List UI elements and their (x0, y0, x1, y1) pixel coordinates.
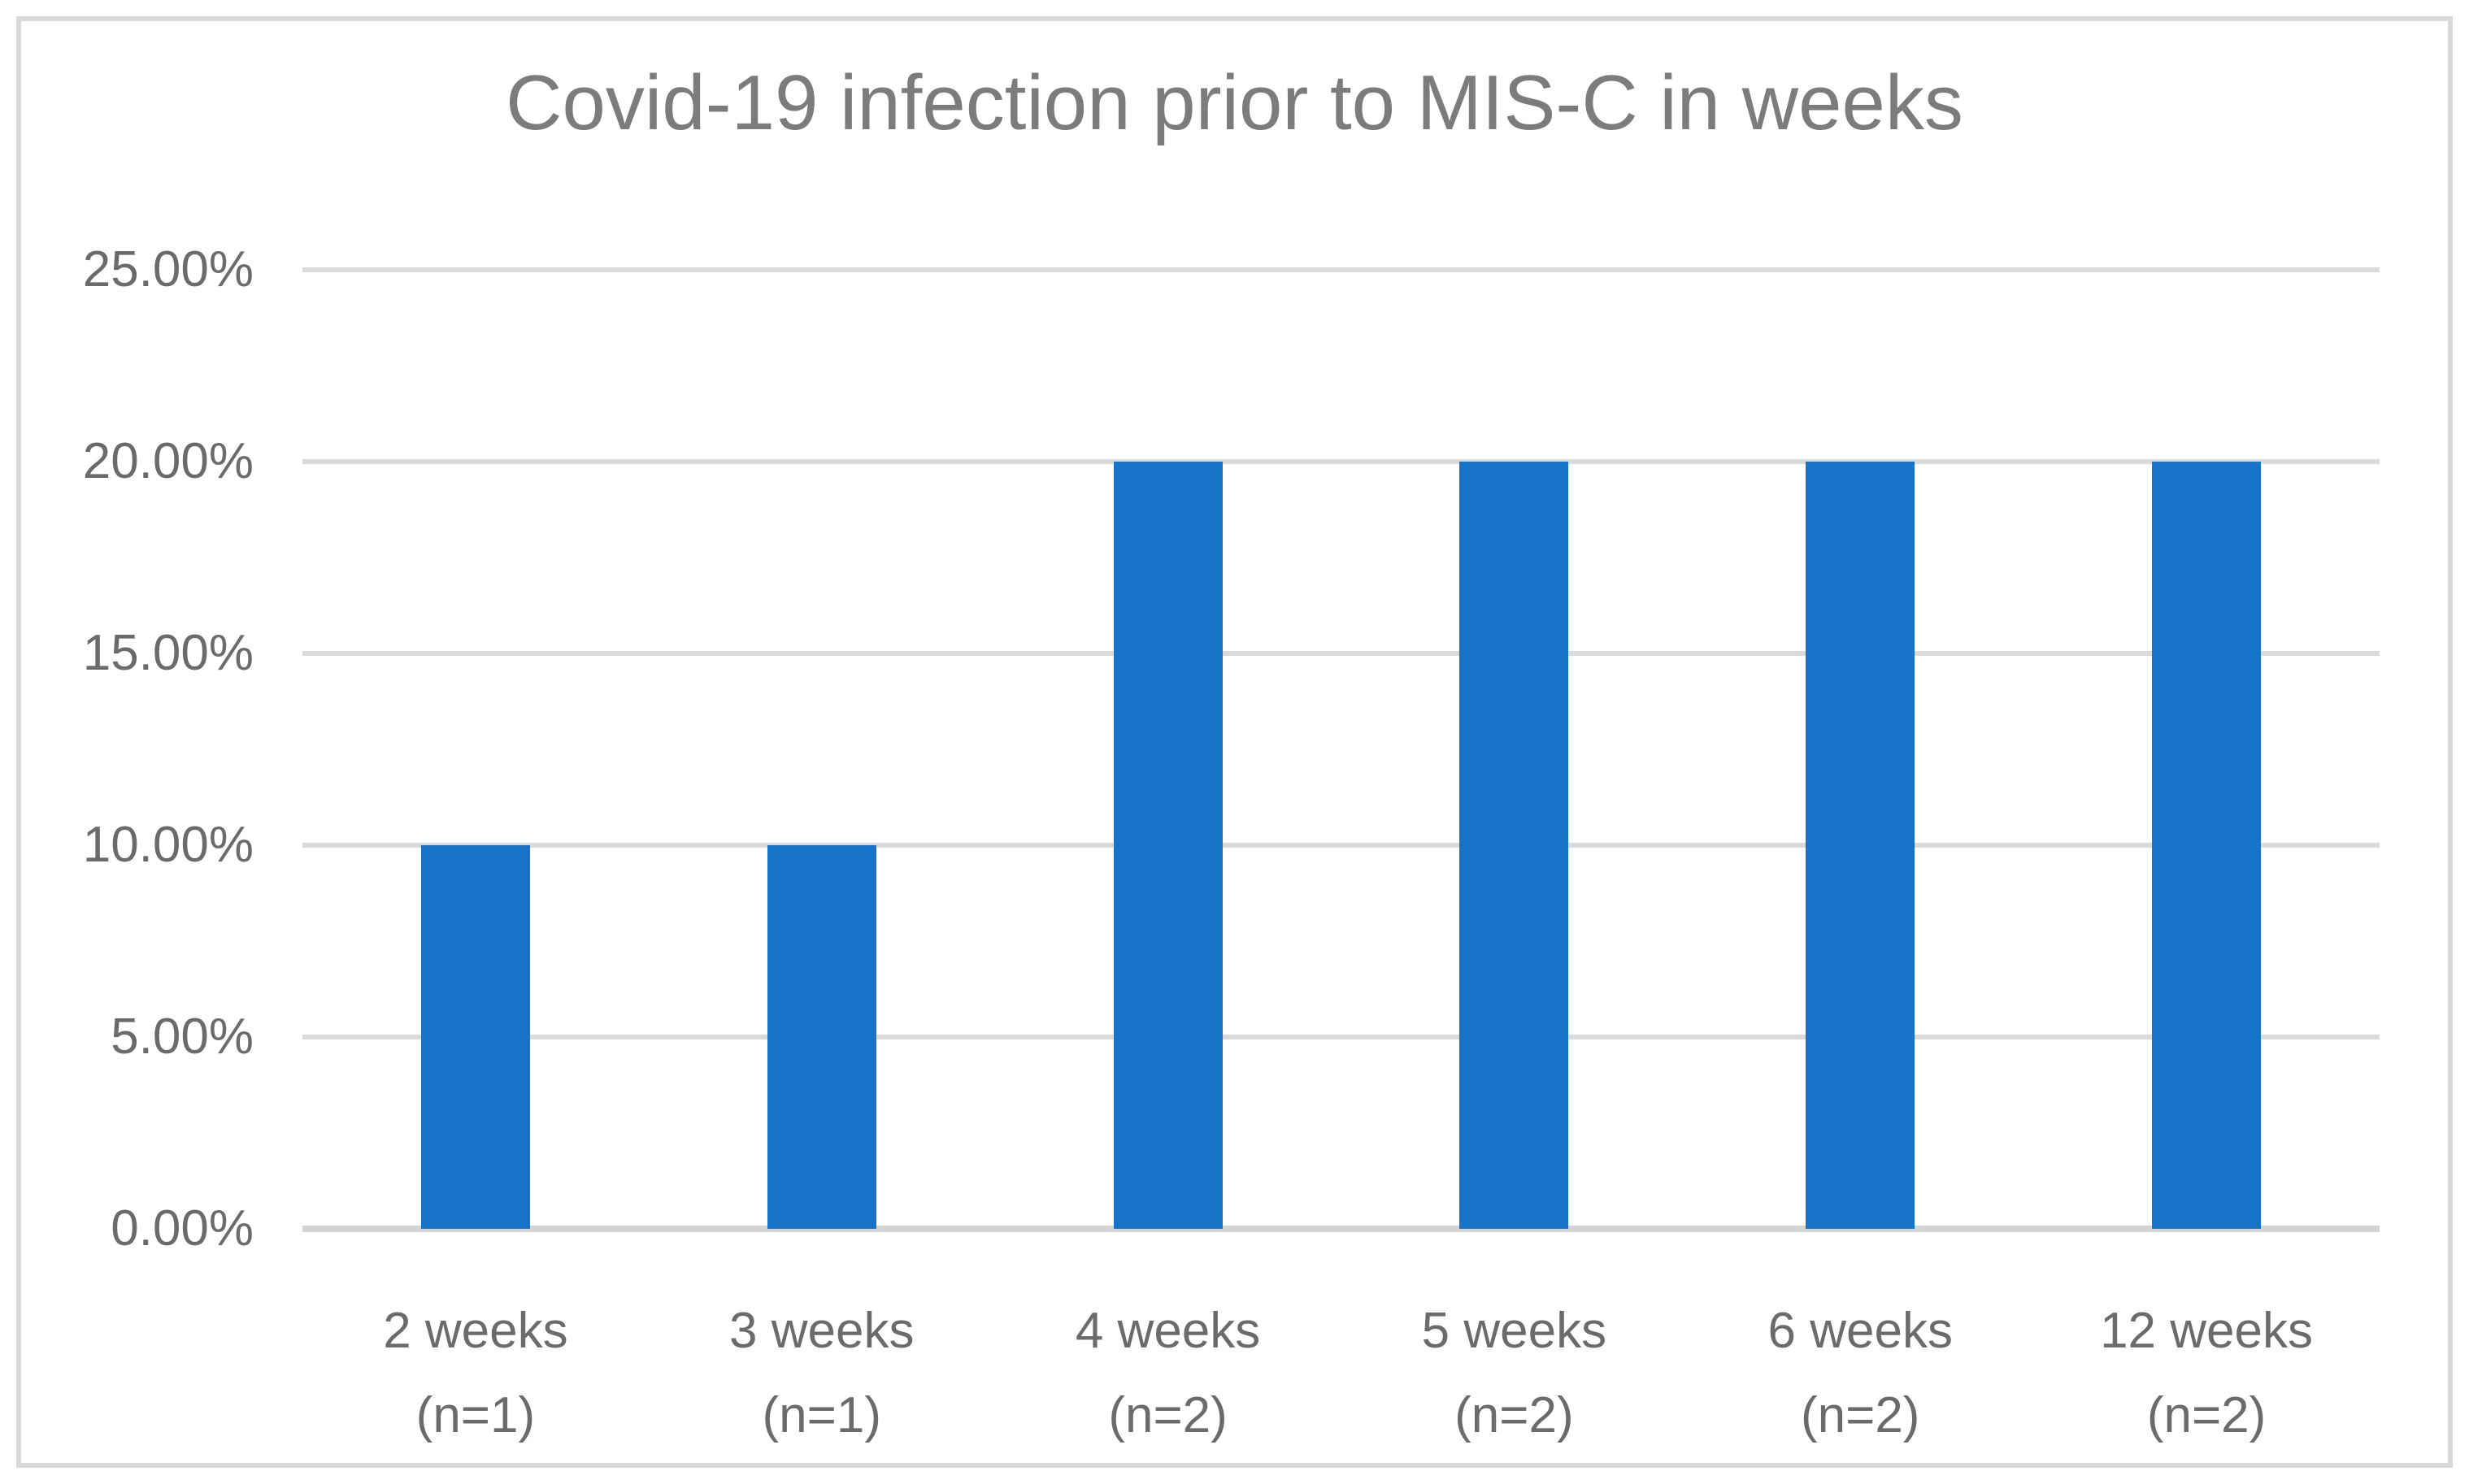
x-category-label: 12 weeks (n=2) (2033, 1289, 2380, 1458)
x-category-n: (n=1) (762, 1387, 881, 1443)
bar-slot (649, 270, 995, 1229)
y-gridline (302, 651, 2380, 656)
x-category-label: 6 weeks (n=2) (1687, 1289, 2033, 1458)
x-category-weeks: 12 weeks (2100, 1303, 2314, 1359)
chart-title: Covid-19 infection prior to MIS-C in wee… (506, 59, 1963, 146)
bar-4-weeks (1113, 462, 1223, 1229)
x-category-n: (n=2) (1800, 1387, 1920, 1443)
x-category-weeks: 3 weeks (729, 1303, 915, 1359)
y-tick-label: 20.00% (82, 433, 254, 489)
x-category-n: (n=1) (415, 1387, 536, 1443)
y-tick-label: 25.00% (82, 241, 254, 297)
y-axis-labels: 0.00% 5.00% 10.00% 15.00% 20.00% 25.00% (33, 245, 254, 1254)
x-category-weeks: 4 weeks (1075, 1303, 1261, 1359)
bar-slot (1687, 270, 2033, 1229)
bar-12-weeks (2152, 462, 2262, 1229)
y-gridline (302, 843, 2380, 848)
y-tick-label: 0.00% (111, 1200, 254, 1256)
bar-slot (302, 270, 649, 1229)
bar-5-weeks (1459, 462, 1569, 1229)
bar-2-weeks (420, 845, 530, 1229)
y-gridline (302, 1035, 2380, 1039)
x-category-label: 4 weeks (n=2) (995, 1289, 1341, 1458)
bar-3-weeks (767, 845, 876, 1229)
plot-area (302, 267, 2380, 1232)
x-category-label: 5 weeks (n=2) (1341, 1289, 1687, 1458)
bar-slot (1341, 270, 1687, 1229)
y-gridline (302, 459, 2380, 464)
x-category-n: (n=2) (1454, 1387, 1574, 1443)
bar-slot (2033, 270, 2380, 1229)
x-category-n: (n=2) (1108, 1387, 1228, 1443)
x-category-label: 3 weeks (n=1) (649, 1289, 995, 1458)
x-category-label: 2 weeks (n=1) (302, 1289, 649, 1458)
x-category-weeks: 5 weeks (1421, 1303, 1607, 1359)
bars-row (302, 270, 2380, 1229)
y-tick-label: 10.00% (82, 817, 254, 873)
bar-6-weeks (1806, 462, 1915, 1229)
y-gridline (302, 267, 2380, 272)
bar-slot (995, 270, 1341, 1229)
x-axis-labels: 2 weeks (n=1) 3 weeks (n=1) 4 weeks (n=2) 5 we… (302, 1289, 2380, 1458)
x-category-weeks: 6 weeks (1767, 1303, 1953, 1359)
x-category-n: (n=2) (2146, 1387, 2267, 1443)
x-axis-line (302, 1226, 2380, 1232)
y-tick-label: 15.00% (82, 625, 254, 681)
x-category-weeks: 2 weeks (383, 1303, 568, 1359)
y-tick-label: 5.00% (111, 1009, 254, 1065)
